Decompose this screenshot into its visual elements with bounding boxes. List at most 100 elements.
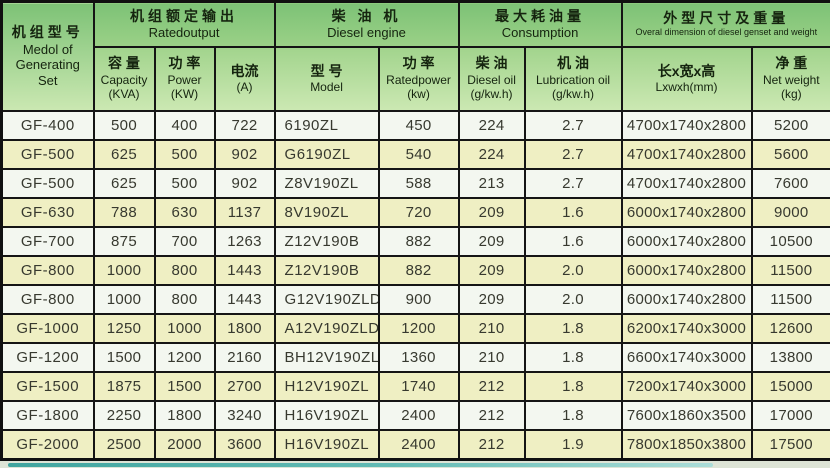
header-genset-model-en3: Set	[37, 72, 58, 88]
cell-engine-model: Z12V190B	[273, 225, 380, 257]
cell-engine-model: G12V190ZLD	[273, 283, 380, 316]
cell-diesel-oil: 210	[457, 342, 526, 374]
subheader-net-weight-zh: 净 重	[775, 55, 808, 72]
header-group-diesel-engine-zh: 柴 油 机	[331, 7, 402, 24]
subheader-capacity-zh: 容 量	[108, 55, 140, 72]
subheader-engine-model: 型 号 Model	[273, 45, 380, 112]
subheader-ratedpower-zh: 功 率	[402, 55, 435, 72]
cell-lubrication-oil: 2.7	[523, 138, 623, 170]
table-row: GF-1000 1250 1000 1800 A12V190ZLD 1200 210 1.8 6…	[0, 313, 830, 345]
subheader-power-zh: 功 率	[168, 55, 201, 72]
cell-lubrication-oil: 2.7	[523, 109, 623, 141]
subheader-lubrication-oil: 机 油 Lubrication oil (g/kw.h)	[523, 45, 623, 112]
cell-power-kw: 1500	[153, 371, 216, 403]
subheader-capacity-en: Capacity	[100, 72, 148, 87]
cell-current-a: 1443	[213, 254, 276, 286]
header-group-ratedoutput: 机组额定输出 Ratedoutput	[92, 0, 276, 48]
table-row: GF-400 500 400 722 6190ZL 450 224 2.7 4700x1740x…	[0, 109, 830, 141]
subheader-diesel-oil: 柴 油 Diesel oil (g/kw.h)	[457, 45, 526, 112]
cell-capacity-kva: 788	[92, 196, 156, 228]
cell-genset-model: GF-800	[0, 283, 95, 316]
cell-capacity-kva: 1000	[92, 254, 156, 286]
header-sub-row: 容 量 Capacity (KVA) 功 率 Power (KW) 电流 (A)…	[2, 45, 830, 112]
table-row: GF-1500 1875 1500 2700 H12V190ZL 1740 212 1.8 72…	[0, 371, 830, 403]
cell-net-weight-kg: 5200	[750, 109, 830, 141]
cell-power-kw: 1000	[153, 313, 216, 345]
table-row: GF-700 875 700 1263 Z12V190B 882 209 1.6 6000x17…	[0, 225, 830, 257]
cell-ratedpower-kw: 588	[377, 167, 460, 199]
cell-current-a: 3240	[213, 400, 276, 432]
cell-current-a: 902	[213, 138, 276, 170]
cell-net-weight-kg: 7600	[750, 167, 830, 199]
cell-engine-model: G6190ZL	[273, 138, 380, 170]
cell-dimensions-mm: 7600x1860x3500	[620, 400, 753, 432]
cell-power-kw: 800	[153, 283, 216, 316]
cell-lubrication-oil: 1.6	[523, 225, 623, 257]
cell-power-kw: 700	[153, 225, 216, 257]
cell-genset-model: GF-2000	[0, 429, 95, 461]
cell-net-weight-kg: 5600	[750, 138, 830, 170]
cell-diesel-oil: 210	[457, 313, 526, 345]
table-row: GF-630 788 630 1137 8V190ZL 720 209 1.6 6000x174…	[0, 196, 830, 228]
cell-net-weight-kg: 11500	[750, 283, 830, 316]
cell-power-kw: 500	[153, 138, 216, 170]
subheader-lubrication-oil-en: Lubrication oil	[536, 72, 611, 87]
cell-ratedpower-kw: 2400	[377, 429, 460, 461]
subheader-dimensions-en: Lxwxh(mm)	[655, 80, 718, 95]
cell-current-a: 902	[213, 167, 276, 199]
cell-lubrication-oil: 1.8	[523, 313, 623, 345]
cell-ratedpower-kw: 450	[377, 109, 460, 141]
table-row: GF-500 625 500 902 Z8V190ZL 588 213 2.7 4700x174…	[0, 167, 830, 199]
cell-diesel-oil: 209	[457, 283, 526, 316]
cell-dimensions-mm: 6200x1740x3000	[620, 313, 753, 345]
subheader-current: 电流 (A)	[213, 45, 276, 112]
subheader-dimensions-zh: 长x宽x高	[657, 62, 716, 79]
table-header: 机组型号 Medol of Generating Set 机组额定输出 Rate…	[0, 0, 830, 112]
table-row: GF-1800 2250 1800 3240 H16V190ZL 2400 212 1.8 76…	[0, 400, 830, 432]
cell-current-a: 1800	[213, 313, 276, 345]
header-group-dimension-weight-en: Overal dimension of diesel genset and we…	[635, 27, 818, 38]
cell-power-kw: 1200	[153, 342, 216, 374]
subheader-lubrication-oil-unit: (g/kw.h)	[552, 87, 595, 102]
subheader-engine-model-zh: 型 号	[310, 62, 343, 79]
cell-capacity-kva: 2250	[92, 400, 156, 432]
cell-engine-model: A12V190ZLD	[273, 313, 380, 345]
cell-engine-model: Z12V190B	[273, 254, 380, 286]
cell-lubrication-oil: 2.0	[523, 254, 623, 286]
cell-current-a: 1263	[213, 225, 276, 257]
cell-capacity-kva: 1000	[92, 283, 156, 316]
cell-capacity-kva: 1500	[92, 342, 156, 374]
subheader-ratedpower-en: Ratedpower	[386, 72, 451, 87]
cell-net-weight-kg: 10500	[750, 225, 830, 257]
cell-genset-model: GF-400	[0, 109, 95, 141]
cell-lubrication-oil: 1.8	[523, 371, 623, 403]
cell-current-a: 2700	[213, 371, 276, 403]
header-genset-model: 机组型号 Medol of Generating Set	[0, 0, 95, 112]
cell-ratedpower-kw: 1200	[377, 313, 460, 345]
cell-power-kw: 400	[153, 109, 216, 141]
cell-current-a: 1443	[213, 283, 276, 316]
cell-power-kw: 630	[153, 196, 216, 228]
scan-artifact-teal-strip	[8, 463, 713, 467]
cell-ratedpower-kw: 1740	[377, 371, 460, 403]
header-genset-model-en1: Medol of	[22, 41, 73, 57]
cell-genset-model: GF-1500	[0, 371, 95, 403]
subheader-lubrication-oil-zh: 机 油	[557, 55, 589, 72]
cell-diesel-oil: 224	[457, 109, 526, 141]
cell-capacity-kva: 500	[92, 109, 156, 141]
cell-diesel-oil: 212	[457, 371, 526, 403]
cell-current-a: 1137	[213, 196, 276, 228]
table-row: GF-500 625 500 902 G6190ZL 540 224 2.7 4700x1740…	[0, 138, 830, 170]
subheader-capacity-unit: (KVA)	[108, 87, 140, 102]
cell-lubrication-oil: 1.9	[523, 429, 623, 461]
table-row: GF-1200 1500 1200 2160 BH12V190ZL 1360 210 1.8 6…	[0, 342, 830, 374]
cell-lubrication-oil: 1.6	[523, 196, 623, 228]
header-group-consumption-en: Consumption	[501, 25, 579, 41]
table-body: GF-400 500 400 722 6190ZL 450 224 2.7 4700x1740x…	[0, 109, 830, 461]
header-group-diesel-engine-en: Diesel engine	[327, 25, 406, 41]
subheader-net-weight: 净 重 Net weight (kg)	[750, 45, 830, 112]
cell-genset-model: GF-1000	[0, 313, 95, 345]
cell-dimensions-mm: 4700x1740x2800	[620, 167, 753, 199]
subheader-diesel-oil-en: Diesel oil	[467, 72, 516, 87]
